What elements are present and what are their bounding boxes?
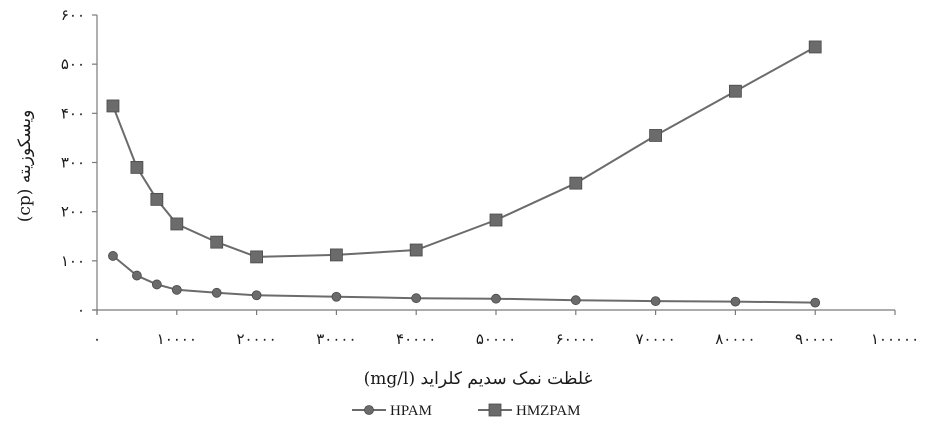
data-point-hmzpam bbox=[649, 129, 662, 142]
data-point-hmzpam bbox=[170, 217, 184, 231]
legend-marker-hmzpam bbox=[488, 403, 502, 417]
data-point-hmzpam bbox=[150, 192, 164, 206]
y-tick-label: ۰ bbox=[77, 301, 85, 319]
x-tick-label: ۴۰۰۰۰ bbox=[396, 330, 436, 348]
y-tick-label: ۴۰۰ bbox=[61, 104, 85, 122]
data-point-hmzpam bbox=[130, 161, 144, 174]
data-point-hmzpam bbox=[210, 235, 224, 249]
x-tick-label: ۱۰۰۰۰۰ bbox=[871, 330, 919, 348]
data-point-hmzpam bbox=[329, 248, 343, 262]
data-point-hmzpam bbox=[808, 40, 822, 54]
x-tick-label: ۱۰۰۰۰ bbox=[157, 330, 197, 348]
data-point-hpam bbox=[108, 251, 118, 261]
data-point-hpam bbox=[730, 296, 741, 307]
data-point-hpam bbox=[331, 291, 342, 302]
data-point-hmzpam bbox=[250, 250, 264, 264]
y-tick-label: ۳۰۰ bbox=[61, 154, 85, 172]
legend-label-hpam: HPAM bbox=[390, 403, 432, 419]
data-point-hpam bbox=[810, 297, 821, 308]
x-tick-label: ۲۰۰۰۰ bbox=[236, 330, 276, 348]
data-point-hmzpam bbox=[569, 176, 583, 190]
x-tick-label: ۷۰۰۰۰ bbox=[635, 330, 675, 348]
y-tick-label: ۱۰۰ bbox=[61, 252, 85, 270]
data-point-hpam bbox=[211, 287, 222, 298]
x-tick-label: ۵۰۰۰۰ bbox=[476, 330, 516, 348]
y-tick-label: ۶۰۰ bbox=[61, 6, 85, 24]
data-point-hpam bbox=[491, 293, 501, 304]
data-point-hpam bbox=[650, 296, 661, 307]
data-point-hmzpam bbox=[106, 99, 120, 113]
x-tick-label: ۶۰۰۰۰ bbox=[556, 330, 596, 348]
series-layer bbox=[106, 40, 822, 308]
legend-marker-hpam bbox=[364, 405, 374, 415]
x-tick-label: ۸۰۰۰۰ bbox=[715, 330, 755, 348]
y-tick-label: ۵۰۰ bbox=[61, 55, 85, 73]
data-point-hpam bbox=[411, 293, 422, 304]
series-line-hmzpam bbox=[112, 46, 816, 258]
legend-label-hmzpam: HMZPAM bbox=[516, 403, 580, 419]
data-point-hpam bbox=[251, 290, 262, 301]
data-point-hmzpam bbox=[409, 243, 423, 257]
data-point-hpam bbox=[171, 284, 182, 295]
data-point-hpam bbox=[131, 270, 142, 281]
x-tick-label: ۰ bbox=[93, 330, 101, 348]
data-point-hmzpam bbox=[729, 84, 742, 98]
y-tick-label: ۲۰۰ bbox=[61, 203, 85, 221]
x-tick-label: ۹۰۰۰۰ bbox=[795, 330, 835, 348]
data-point-hmzpam bbox=[489, 213, 503, 227]
axes: ۰ ۱۰۰ ۲۰۰ ۳۰۰ ۴۰۰ ۵۰۰ ۶۰۰ ۰ ۱۰۰۰۰ ۲۰۰۰۰ ۳۰۰۰۰ ۴۰۰۰۰… bbox=[61, 6, 919, 348]
data-point-hpam bbox=[570, 295, 581, 306]
x-axis-title: غلظت نمک سدیم کلراید (mg/l) bbox=[364, 369, 593, 389]
data-point-hpam bbox=[151, 279, 162, 290]
y-axis-title: ویسکوزیته (cp) bbox=[15, 110, 35, 223]
x-tick-label: ۳۰۰۰۰ bbox=[316, 330, 356, 348]
legend: HPAM HMZPAM bbox=[352, 403, 580, 419]
